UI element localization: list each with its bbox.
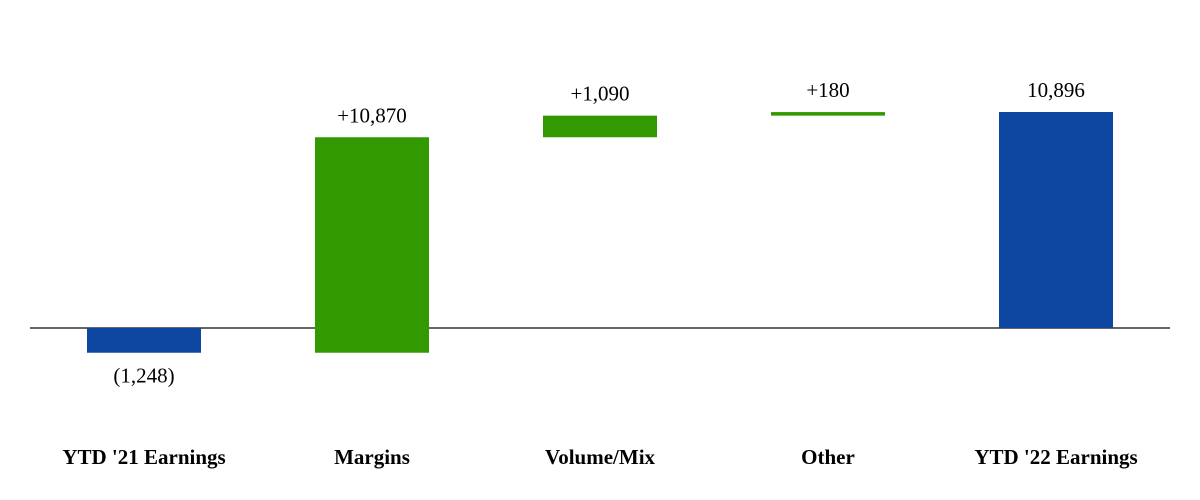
x-tick-label: Volume/Mix	[545, 445, 656, 469]
value-label: 10,896	[1027, 78, 1085, 102]
value-label: (1,248)	[113, 364, 174, 388]
x-tick-label: Other	[801, 445, 855, 469]
bar	[315, 137, 429, 353]
x-tick-label: YTD '21 Earnings	[62, 445, 225, 469]
bar	[87, 328, 201, 353]
x-tick-label: Margins	[334, 445, 410, 469]
x-tick-label: YTD '22 Earnings	[974, 445, 1137, 469]
value-label: +10,870	[337, 103, 407, 127]
value-label: +180	[806, 78, 849, 102]
bar	[543, 115, 657, 138]
bar	[771, 112, 885, 116]
value-label: +1,090	[570, 82, 629, 106]
bar	[999, 112, 1113, 328]
